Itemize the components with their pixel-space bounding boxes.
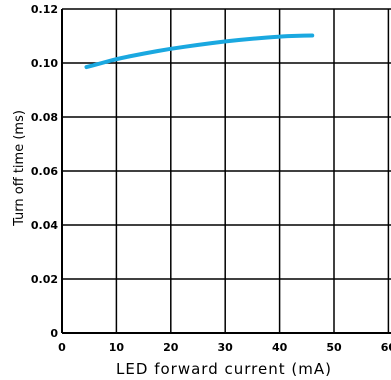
series-line [84, 33, 315, 70]
y-tick-label: 0 [50, 327, 58, 340]
y-axis-ticks: 0 0.02 0.04 0.06 0.08 0.10 0.12 [31, 3, 58, 340]
y-axis-label: Turn off time (ms) [12, 110, 27, 227]
x-tick-label: 20 [163, 341, 179, 354]
x-tick-label: 60 [381, 341, 391, 354]
x-tick-label: 0 [58, 341, 66, 354]
series-layer [84, 33, 315, 70]
y-tick-label: 0.10 [31, 57, 58, 70]
x-axis-ticks: 0 10 20 30 40 50 60 [58, 341, 391, 354]
x-tick-label: 40 [272, 341, 288, 354]
y-tick-label: 0.04 [31, 219, 58, 232]
x-tick-label: 10 [109, 341, 125, 354]
grid [62, 8, 391, 333]
y-tick-label: 0.12 [31, 3, 58, 16]
plot-frame [61, 9, 391, 334]
y-tick-label: 0.08 [31, 111, 58, 124]
x-tick-label: 50 [326, 341, 342, 354]
x-tick-label: 30 [218, 341, 234, 354]
y-tick-label: 0.06 [31, 165, 58, 178]
x-axis-label: LED forward current (mA) [116, 360, 332, 378]
y-tick-label: 0.02 [31, 273, 58, 286]
